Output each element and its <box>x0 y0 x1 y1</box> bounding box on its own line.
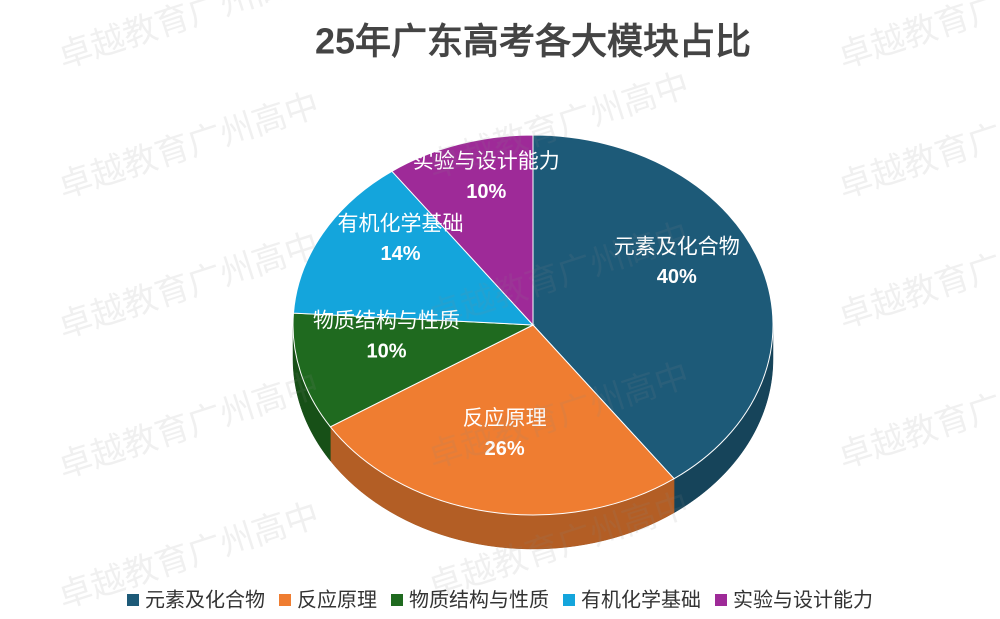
slice-label: 物质结构与性质 <box>313 310 460 333</box>
slice <box>292 312 535 428</box>
slice-value-label: 10% <box>367 340 407 362</box>
chart-title: 25年广东高考各大模块占比 <box>315 21 751 62</box>
legend-swatch <box>279 594 291 606</box>
legend-label: 元素及化合物 <box>145 588 265 611</box>
slice <box>391 134 534 327</box>
slice-label: 元素及化合物 <box>614 235 740 258</box>
legend-swatch <box>715 594 727 606</box>
slice-label: 反应原理 <box>463 407 547 430</box>
slice-value-label: 10% <box>466 181 506 203</box>
slice <box>329 324 675 516</box>
legend-label: 实验与设计能力 <box>733 588 873 611</box>
slice-value-label: 40% <box>657 266 697 288</box>
legend-swatch <box>563 594 575 606</box>
slice <box>292 170 535 326</box>
legend-swatch <box>127 594 139 606</box>
slice-label: 有机化学基础 <box>338 212 464 235</box>
slice <box>532 134 774 480</box>
legend-label: 有机化学基础 <box>581 588 701 611</box>
legend: 元素及化合物 反应原理 物质结构与性质 有机化学基础 实验与设计能力 <box>127 588 873 611</box>
legend-swatch <box>391 594 403 606</box>
slice-value-label: 26% <box>485 438 525 460</box>
slice-value-label: 14% <box>380 243 420 265</box>
legend-label: 物质结构与性质 <box>409 588 549 611</box>
slice-label: 实验与设计能力 <box>413 150 560 173</box>
legend-label: 反应原理 <box>297 588 377 611</box>
